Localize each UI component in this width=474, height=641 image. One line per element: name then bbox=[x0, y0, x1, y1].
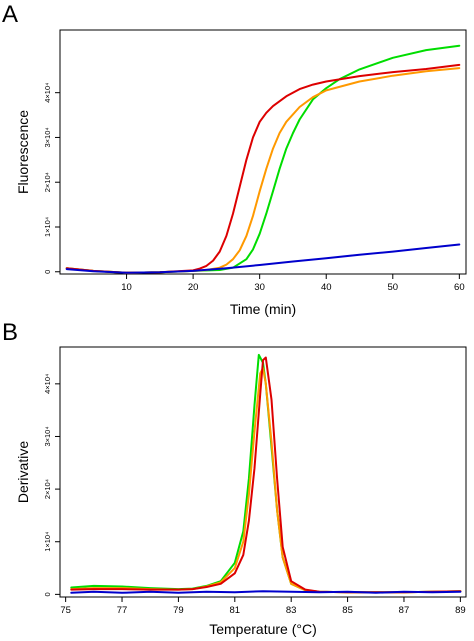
panel-b-x-tick-label-6: 87 bbox=[399, 605, 410, 616]
panel-b-x-tick-label-2: 79 bbox=[173, 605, 184, 616]
panel-a-x-tick-label-4: 50 bbox=[387, 282, 398, 293]
panel-b-x-tick-label-0: 75 bbox=[60, 605, 71, 616]
panel-b-series bbox=[70, 353, 462, 594]
panel-a-x-tick-label-0: 10 bbox=[121, 282, 132, 293]
panel-b-series-line-3 bbox=[70, 590, 462, 594]
panel-b-x-axis-label: Temperature (°C) bbox=[209, 621, 317, 637]
panel-a-series-line-3 bbox=[65, 243, 461, 274]
panel-a-y-tick-label-0: 0 bbox=[43, 270, 52, 274]
panel-b-label: B bbox=[2, 319, 18, 346]
panel-b-y-axis: 0 1×10⁴ 2×10⁴ 3×10⁴ 4×10⁴ bbox=[43, 374, 60, 596]
panel-b-x-tick-label-5: 85 bbox=[342, 605, 353, 616]
panel-a-plot-frame bbox=[59, 29, 467, 275]
panel-b: B 75 77 79 81 83 85 87 89 0 1×10⁴ 2×10⁴ 3×10⁴ 4×10⁴… bbox=[2, 319, 467, 637]
panel-b-plot-frame bbox=[59, 346, 467, 598]
panel-a-y-axis-label: Fluorescence bbox=[15, 110, 31, 194]
panel-b-y-tick-label-2: 2×10⁴ bbox=[43, 479, 52, 499]
panel-b-series-line-1 bbox=[70, 367, 462, 594]
panel-a-label: A bbox=[2, 1, 18, 28]
panel-a-series-line-0 bbox=[65, 44, 461, 274]
panel-a-series-line-2 bbox=[65, 63, 461, 274]
panel-b-x-tick-label-3: 81 bbox=[230, 605, 241, 616]
panel-a-x-tick-label-5: 60 bbox=[454, 282, 465, 293]
panel-a-y-tick-label-1: 1×10⁴ bbox=[43, 217, 52, 237]
panel-a-y-tick-label-2: 2×10⁴ bbox=[43, 172, 52, 192]
panel-b-y-tick-label-3: 3×10⁴ bbox=[43, 426, 52, 446]
panel-a-series bbox=[65, 44, 461, 274]
panel-b-y-tick-label-4: 4×10⁴ bbox=[43, 374, 52, 394]
panel-a-y-tick-label-3: 3×10⁴ bbox=[43, 127, 52, 147]
panel-a-x-axis-label: Time (min) bbox=[230, 301, 296, 317]
panel-a-x-tick-label-3: 40 bbox=[321, 282, 332, 293]
panel-b-x-tick-label-4: 83 bbox=[286, 605, 297, 616]
panel-b-y-tick-label-0: 0 bbox=[43, 592, 52, 596]
panel-a-x-tick-label-2: 30 bbox=[254, 282, 265, 293]
panel-a-x-axis: 10 20 30 40 50 60 bbox=[121, 274, 465, 293]
panel-b-x-axis: 75 77 79 81 83 85 87 89 bbox=[60, 597, 466, 616]
panel-b-y-tick-label-1: 1×10⁴ bbox=[43, 532, 52, 552]
panel-a: A 10 20 30 40 50 60 0 1×10⁴ 2×10⁴ 3×10⁴ 4×10⁴ Tim… bbox=[2, 1, 467, 317]
panel-b-x-tick-label-7: 89 bbox=[455, 605, 466, 616]
panel-a-x-tick-label-1: 20 bbox=[188, 282, 199, 293]
panel-b-y-axis-label: Derivative bbox=[15, 441, 31, 503]
panel-a-y-tick-label-4: 4×10⁴ bbox=[43, 83, 52, 103]
panel-a-y-axis: 0 1×10⁴ 2×10⁴ 3×10⁴ 4×10⁴ bbox=[43, 83, 60, 274]
panel-a-series-line-1 bbox=[65, 67, 461, 274]
panel-b-x-tick-label-1: 77 bbox=[117, 605, 128, 616]
